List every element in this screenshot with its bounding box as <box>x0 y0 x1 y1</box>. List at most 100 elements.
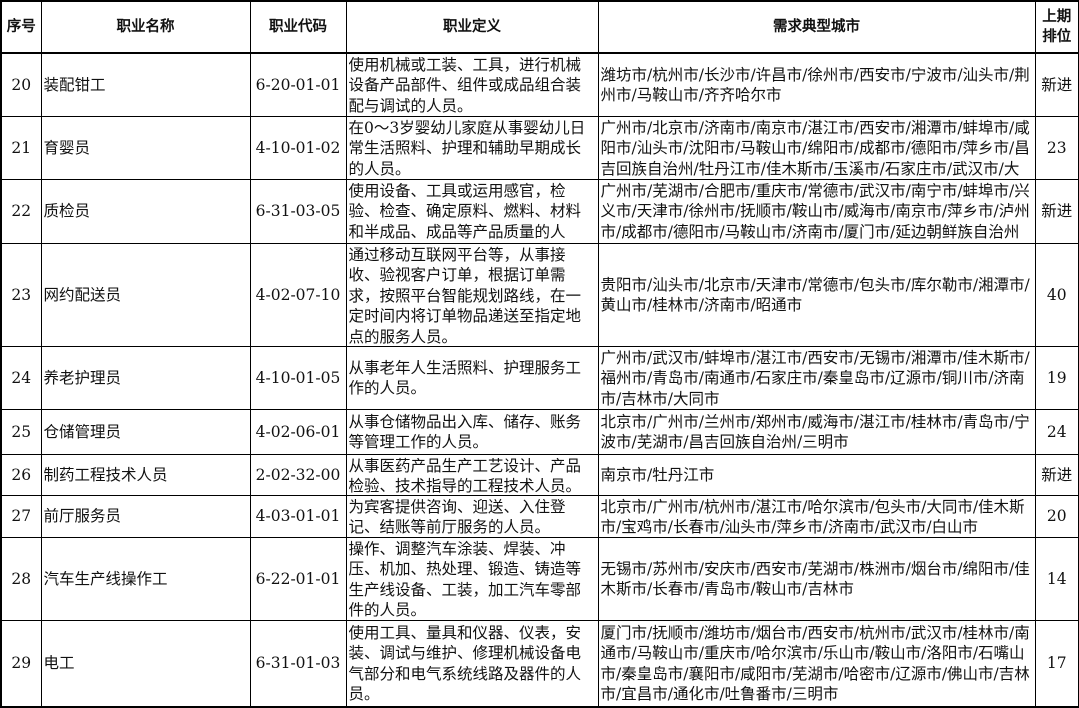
demand-cities-text: 广州市/芜湖市/合肥市/重庆市/常德市/武汉市/南宁市/蚌埠市/兴义市/天津市/… <box>600 181 1030 241</box>
demand-cities: 广州市/芜湖市/合肥市/重庆市/常德市/武汉市/南宁市/蚌埠市/兴义市/天津市/… <box>597 179 1036 244</box>
occupation-code-text: 2-02-32-00 <box>255 465 341 484</box>
occupation-name-text: 前厅服务员 <box>43 507 122 526</box>
occupation-code-text: 4-03-01-01 <box>255 507 341 526</box>
table-row: 24 养老护理员 4-10-01-05 从事老年人生活照料、护理服务工作的人员。 广州市… <box>0 346 1079 410</box>
occupation-definition: 使用机械或工装、工具，进行机械设备产品部件、组件或成品组合装配与调试的人员。 <box>345 52 599 117</box>
occupation-definition: 为宾客提供咨询、迎送、入住登记、结账等前厅服务的人员。 <box>345 495 599 538</box>
occupation-name: 养老护理员 <box>40 346 251 410</box>
row-number: 20 <box>0 52 42 117</box>
demand-cities: 贵阳市/汕头市/北京市/天津市/常德市/包头市/库尔勒市/湘潭市/黄山市/桂林市… <box>597 243 1036 347</box>
previous-rank-text: 19 <box>1046 368 1067 387</box>
occupation-definition: 使用设备、工具或运用感官，检验、检查、确定原料、燃料、材料和半成品、成品等产品质… <box>345 179 599 244</box>
demand-cities-text: 无锡市/苏州市/安庆市/西安市/芜湖市/株洲市/烟台市/绵阳市/佳木斯市/长春市… <box>600 559 1030 599</box>
header-no: 序号 <box>0 0 42 54</box>
previous-rank: 14 <box>1034 537 1079 621</box>
table-row: 28 汽车生产线操作工 6-22-01-01 操作、调整汽车涂装、焊装、冲压、机加、热… <box>0 537 1079 621</box>
occupation-definition: 从事仓储物品出入库、储存、账务等管理工作的人员。 <box>345 409 599 455</box>
row-number-text: 25 <box>11 422 32 441</box>
row-number-text: 28 <box>11 569 32 588</box>
previous-rank: 40 <box>1034 243 1079 347</box>
table-row: 22 质检员 6-31-03-05 使用设备、工具或运用感官，检验、检查、确定原料、燃… <box>0 179 1079 244</box>
occupation-name-text: 装配钳工 <box>43 75 106 94</box>
row-number-text: 21 <box>11 138 32 157</box>
occupation-code: 4-02-07-10 <box>249 243 347 347</box>
demand-cities: 无锡市/苏州市/安庆市/西安市/芜湖市/株洲市/烟台市/绵阳市/佳木斯市/长春市… <box>597 537 1036 621</box>
previous-rank: 17 <box>1034 620 1079 708</box>
occupation-code-text: 6-31-01-03 <box>255 654 341 673</box>
occupation-definition: 通过移动互联网平台等，从事接收、验视客户订单，根据订单需求，按照平台智能规划路线… <box>345 243 599 347</box>
occupation-name: 仓储管理员 <box>40 409 251 455</box>
row-number: 27 <box>0 495 42 538</box>
row-number-text: 29 <box>11 654 32 673</box>
table-row: 21 育婴员 4-10-01-02 在0～3岁婴幼儿家庭从事婴幼儿日常生活照料、护理和… <box>0 116 1079 180</box>
occupation-definition-text: 使用机械或工装、工具，进行机械设备产品部件、组件或成品组合装配与调试的人员。 <box>348 55 582 115</box>
table-row: 20 装配钳工 6-20-01-01 使用机械或工装、工具，进行机械设备产品部件、组件… <box>0 52 1079 117</box>
occupation-name-text: 汽车生产线操作工 <box>43 569 168 588</box>
demand-cities-text: 厦门市/抚顺市/潍坊市/烟台市/西安市/杭州市/武汉市/桂林市/南通市/马鞍山市… <box>600 623 1030 704</box>
occupation-name-text: 网约配送员 <box>43 285 122 304</box>
previous-rank-text: 23 <box>1046 138 1067 157</box>
previous-rank: 新进 <box>1034 179 1079 244</box>
occupation-definition: 操作、调整汽车涂装、焊装、冲压、机加、热处理、锻造、铸造等生产线设备、工装，加工… <box>345 537 599 621</box>
demand-cities: 厦门市/抚顺市/潍坊市/烟台市/西安市/杭州市/武汉市/桂林市/南通市/马鞍山市… <box>597 620 1036 708</box>
header-cities: 需求典型城市 <box>597 0 1036 54</box>
header-definition: 职业定义 <box>345 0 599 54</box>
row-number: 25 <box>0 409 42 455</box>
occupation-code: 4-02-06-01 <box>249 409 347 455</box>
occupation-definition-text: 操作、调整汽车涂装、焊装、冲压、机加、热处理、锻造、铸造等生产线设备、工装，加工… <box>348 539 582 620</box>
table-row: 29 电工 6-31-01-03 使用工具、量具和仪器、仪表，安装、调试与维护、修理机… <box>0 620 1079 708</box>
table-row: 26 制药工程技术人员 2-02-32-00 从事医药产品生产工艺设计、产品检验、技术… <box>0 454 1079 496</box>
previous-rank-text: 14 <box>1046 569 1067 588</box>
demand-cities-text: 潍坊市/杭州市/长沙市/许昌市/徐州市/西安市/宁波市/汕头市/荆州市/马鞍山市… <box>600 65 1030 105</box>
row-number: 22 <box>0 179 42 244</box>
occupation-name-text: 育婴员 <box>43 138 91 157</box>
demand-cities: 北京市/广州市/杭州市/湛江市/哈尔滨市/包头市/大同市/佳木斯市/宝鸡市/长春… <box>597 495 1036 538</box>
occupation-code-text: 6-20-01-01 <box>255 75 341 94</box>
demand-cities: 广州市/北京市/济南市/南京市/湛江市/西安市/湘潭市/蚌埠市/咸阳市/汕头市/… <box>597 116 1036 180</box>
occupation-name: 制药工程技术人员 <box>40 454 251 496</box>
row-number: 21 <box>0 116 42 180</box>
header-name: 职业名称 <box>40 0 251 54</box>
occupation-name: 育婴员 <box>40 116 251 180</box>
header-prev-rank: 上期排位 <box>1034 0 1079 54</box>
demand-cities: 广州市/武汉市/蚌埠市/湛江市/西安市/无锡市/湘潭市/佳木斯市/福州市/青岛市… <box>597 346 1036 410</box>
demand-cities-text: 广州市/武汉市/蚌埠市/湛江市/西安市/无锡市/湘潭市/佳木斯市/福州市/青岛市… <box>600 348 1030 408</box>
demand-cities-text: 北京市/广州市/兰州市/郑州市/威海市/湛江市/桂林市/青岛市/宁波市/芜湖市/… <box>600 412 1030 452</box>
occupation-definition-text: 使用工具、量具和仪器、仪表，安装、调试与维护、修理机械设备电气部分和电气系统线路… <box>348 623 582 704</box>
occupation-definition: 使用工具、量具和仪器、仪表，安装、调试与维护、修理机械设备电气部分和电气系统线路… <box>345 620 599 708</box>
occupation-definition: 从事老年人生活照料、护理服务工作的人员。 <box>345 346 599 410</box>
occupation-name: 前厅服务员 <box>40 495 251 538</box>
table-row: 25 仓储管理员 4-02-06-01 从事仓储物品出入库、储存、账务等管理工作的人员… <box>0 409 1079 455</box>
previous-rank: 19 <box>1034 346 1079 410</box>
occupation-name-text: 制药工程技术人员 <box>43 465 168 484</box>
previous-rank: 20 <box>1034 495 1079 538</box>
occupation-code: 4-03-01-01 <box>249 495 347 538</box>
occupation-definition-text: 从事老年人生活照料、护理服务工作的人员。 <box>348 358 582 398</box>
previous-rank-text: 新进 <box>1041 465 1073 484</box>
occupation-name: 汽车生产线操作工 <box>40 537 251 621</box>
previous-rank-text: 24 <box>1046 422 1067 441</box>
occupation-definition-text: 从事医药产品生产工艺设计、产品检验、技术指导的工程技术人员。 <box>348 456 582 495</box>
occupation-code-text: 6-31-03-05 <box>255 202 341 221</box>
occupation-code-text: 6-22-01-01 <box>255 569 341 588</box>
previous-rank-text: 17 <box>1046 654 1067 673</box>
occupation-definition: 从事医药产品生产工艺设计、产品检验、技术指导的工程技术人员。 <box>345 454 599 496</box>
demand-cities: 北京市/广州市/兰州市/郑州市/威海市/湛江市/桂林市/青岛市/宁波市/芜湖市/… <box>597 409 1036 455</box>
occupation-code-text: 4-10-01-02 <box>255 138 341 157</box>
demand-cities-text: 北京市/广州市/杭州市/湛江市/哈尔滨市/包头市/大同市/佳木斯市/宝鸡市/长春… <box>600 497 1025 537</box>
occupation-code: 6-31-01-03 <box>249 620 347 708</box>
previous-rank-text: 40 <box>1046 285 1067 304</box>
row-number-text: 22 <box>11 202 32 221</box>
occupation-name-text: 仓储管理员 <box>43 422 122 441</box>
occupation-definition-text: 通过移动互联网平台等，从事接收、验视客户订单，根据订单需求，按照平台智能规划路线… <box>348 245 582 346</box>
row-number-text: 26 <box>11 465 32 484</box>
occupation-name-text: 养老护理员 <box>43 368 122 387</box>
previous-rank-text: 新进 <box>1041 75 1073 94</box>
occupation-definition: 在0～3岁婴幼儿家庭从事婴幼儿日常生活照料、护理和辅助早期成长的人员。 <box>345 116 599 180</box>
row-number: 28 <box>0 537 42 621</box>
occupation-definition-text: 在0～3岁婴幼儿家庭从事婴幼儿日常生活照料、护理和辅助早期成长的人员。 <box>348 118 586 178</box>
header-row: 序号 职业名称 职业代码 职业定义 需求典型城市 上期排位 <box>0 0 1079 54</box>
occupation-code: 4-10-01-02 <box>249 116 347 180</box>
occupation-code: 6-31-03-05 <box>249 179 347 244</box>
